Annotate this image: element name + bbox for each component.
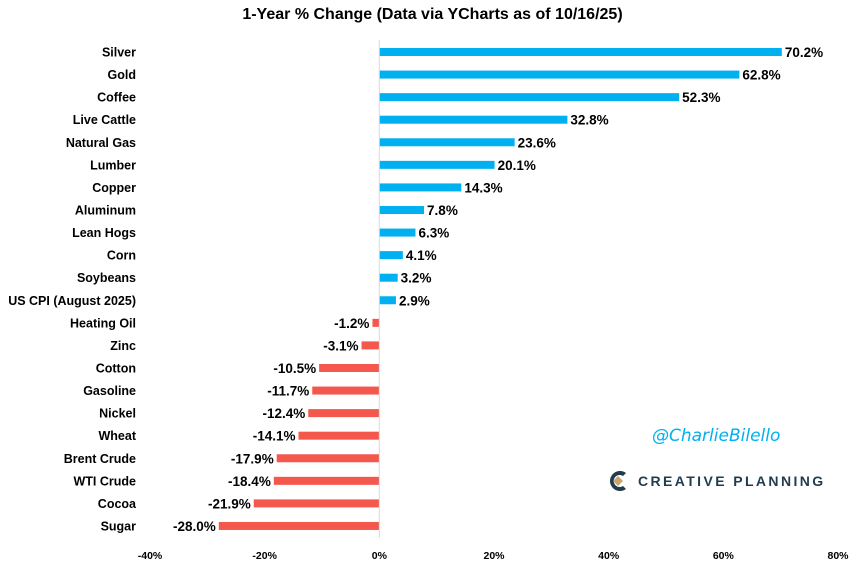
bar (319, 363, 380, 372)
bar (253, 499, 380, 508)
category-label: Silver (102, 46, 136, 60)
category-label: Lumber (90, 158, 136, 172)
category-label: Soybeans (77, 271, 136, 285)
category-label: Cocoa (98, 497, 137, 511)
data-label: 62.8% (742, 68, 780, 83)
data-label: 32.8% (570, 113, 608, 128)
bar (218, 521, 380, 530)
bar (379, 251, 403, 260)
x-tick-label: -40% (138, 550, 163, 562)
data-label: -18.4% (228, 474, 271, 489)
x-tick-label: 60% (713, 550, 735, 562)
category-label: Lean Hogs (72, 226, 136, 240)
category-label: Nickel (99, 407, 136, 421)
data-label: 23.6% (518, 135, 556, 150)
data-label: 6.3% (418, 226, 449, 241)
category-label: Cotton (96, 361, 136, 375)
data-label: -11.7% (267, 384, 309, 399)
bar (379, 228, 416, 237)
data-label: 7.8% (427, 203, 458, 218)
data-label: 70.2% (785, 45, 823, 60)
data-label: 4.1% (406, 248, 437, 263)
creative-planning-logo: CREATIVE PLANNING (606, 469, 826, 493)
data-label: -28.0% (173, 519, 216, 534)
data-label: -14.1% (253, 429, 296, 444)
data-label: 2.9% (399, 293, 430, 308)
bar (308, 409, 380, 418)
data-label: 52.3% (682, 90, 720, 105)
x-tick-label: 80% (827, 550, 849, 562)
category-label: Copper (92, 181, 136, 195)
x-tick-label: 20% (483, 550, 505, 562)
category-label: Heating Oil (70, 316, 136, 330)
data-label: -3.1% (323, 338, 358, 353)
bar (379, 138, 515, 147)
data-label: -10.5% (273, 361, 316, 376)
x-tick-label: 40% (598, 550, 620, 562)
bar (379, 183, 462, 192)
bar (276, 454, 380, 463)
x-tick-label: 0% (372, 550, 388, 562)
chart-title: 1-Year % Change (Data via YCharts as of … (242, 6, 623, 23)
category-label: US CPI (August 2025) (8, 294, 136, 308)
data-label: 14.3% (464, 180, 502, 195)
category-label: Brent Crude (64, 452, 136, 466)
bar (379, 93, 680, 102)
data-label: 3.2% (401, 271, 432, 286)
bar (379, 115, 568, 124)
bar (379, 205, 425, 214)
data-label: -21.9% (208, 496, 251, 511)
bar (379, 296, 396, 305)
category-label: Zinc (110, 339, 136, 353)
category-label: WTI Crude (74, 474, 137, 488)
category-label: Natural Gas (66, 136, 136, 150)
twitter-handle: @CharlieBilello (652, 426, 781, 446)
x-tick-label: -20% (252, 550, 277, 562)
bar (379, 273, 398, 282)
data-label: -12.4% (262, 406, 305, 421)
logo-text: CREATIVE PLANNING (638, 473, 826, 489)
bar (372, 318, 380, 327)
logo-mark-icon (610, 471, 626, 491)
bar (379, 160, 495, 169)
data-label: -1.2% (334, 316, 369, 331)
category-label: Corn (107, 249, 136, 263)
bar (273, 476, 380, 485)
category-label: Gasoline (83, 384, 136, 398)
bar (379, 48, 782, 56)
category-label: Wheat (99, 429, 137, 443)
bar (379, 70, 740, 79)
bar (298, 431, 380, 440)
category-label: Aluminum (75, 203, 136, 217)
category-label: Gold (108, 68, 136, 82)
data-label: 20.1% (498, 158, 536, 173)
category-label: Coffee (97, 91, 136, 105)
data-label: -17.9% (231, 451, 274, 466)
category-label: Live Cattle (73, 113, 136, 127)
category-label: Sugar (101, 519, 137, 533)
bar (312, 386, 380, 395)
bar (361, 341, 380, 350)
